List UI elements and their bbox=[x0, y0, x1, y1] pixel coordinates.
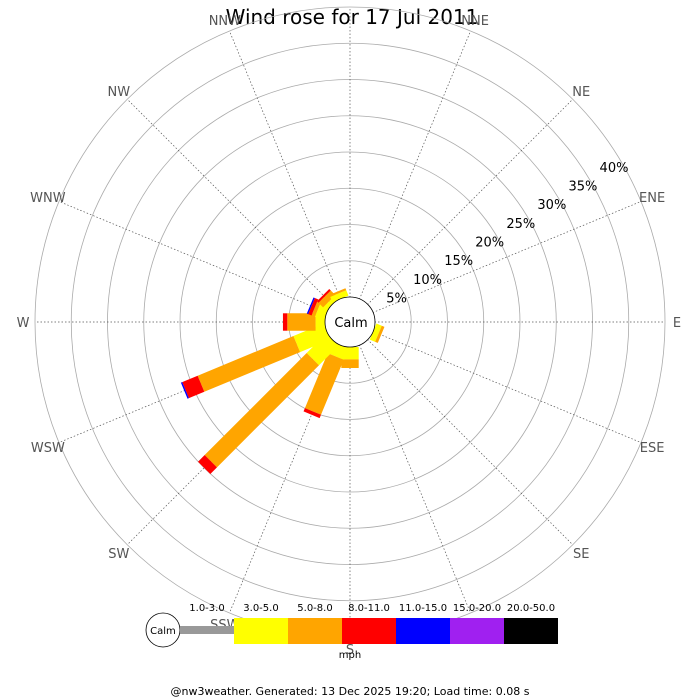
ring-label-15: 15% bbox=[444, 254, 473, 269]
ring-35 bbox=[70, 42, 630, 602]
ring-20 bbox=[179, 151, 521, 493]
legend-label-4: 11.0-15.0 bbox=[399, 603, 447, 614]
direction-label-ne: NE bbox=[572, 85, 590, 100]
direction-label-w: W bbox=[17, 316, 30, 331]
bar-ssw-bin-2 bbox=[304, 353, 344, 415]
legend-swatch-0 bbox=[180, 626, 234, 634]
ring-label-5: 5% bbox=[386, 291, 407, 306]
bar-wnw-bin-4 bbox=[306, 297, 315, 315]
direction-label-ene: ENE bbox=[639, 191, 665, 206]
bar-wnw-bin-2 bbox=[311, 299, 322, 317]
bar-ssw-bin-3 bbox=[303, 408, 321, 419]
bar-w-bin-2 bbox=[287, 313, 316, 331]
legend-calm-label: Calm bbox=[150, 626, 176, 637]
bar-ese-bin-1 bbox=[369, 323, 382, 342]
radial-tick-labels: 5% 10%15%20%25%30%35%40% bbox=[386, 161, 628, 307]
spoke-ene bbox=[349, 201, 642, 323]
legend-label-0: 1.0-3.0 bbox=[189, 603, 224, 614]
direction-label-sw: SW bbox=[108, 547, 129, 562]
direction-label-se: SE bbox=[573, 547, 589, 562]
ring-label-40: 40% bbox=[600, 161, 629, 176]
calm-label: Calm bbox=[334, 316, 367, 331]
ring-label-10: 10% bbox=[413, 273, 442, 288]
ring-label-25: 25% bbox=[506, 217, 535, 232]
direction-label-n: N bbox=[345, 0, 355, 4]
legend-label-5: 15.0-20.0 bbox=[453, 603, 501, 614]
legend-swatch-4 bbox=[396, 618, 450, 644]
direction-label-wsw: WSW bbox=[31, 441, 65, 456]
spoke-nw bbox=[127, 99, 351, 323]
spoke-sse bbox=[349, 321, 471, 614]
bar-wsw-bin-2 bbox=[197, 336, 301, 392]
bar-nnw-bin-2 bbox=[329, 288, 347, 297]
calm-circle bbox=[324, 296, 376, 348]
spoke-se bbox=[349, 321, 573, 545]
ring-label-20: 20% bbox=[475, 235, 504, 250]
direction-label-nw: NW bbox=[107, 85, 130, 100]
bar-w-bin-3 bbox=[282, 313, 288, 331]
spoke-wnw bbox=[58, 201, 351, 323]
bar-nw-bin-3 bbox=[316, 288, 331, 303]
bar-s-bin-2 bbox=[341, 359, 359, 369]
direction-label-nne: NNE bbox=[461, 14, 489, 29]
bar-wsw-bin-4 bbox=[180, 382, 189, 399]
legend-unit-label: mph bbox=[339, 650, 361, 661]
bar-sw-bin-2 bbox=[204, 353, 319, 468]
spoke-ese bbox=[349, 321, 642, 443]
footer-text: @nw3weather. Generated: 13 Dec 2025 19:2… bbox=[171, 685, 530, 698]
legend-label-6: 20.0-50.0 bbox=[507, 603, 555, 614]
speed-legend: Calm 1.0-3.0 3.0-5.0 5.0-8.0 8.0-11.0 11.0-1… bbox=[145, 603, 558, 661]
legend-swatch-6 bbox=[504, 618, 558, 644]
radial-rings bbox=[34, 6, 666, 638]
spoke-nnw bbox=[229, 30, 351, 323]
legend-swatch-3 bbox=[342, 618, 396, 644]
direction-label-s: S bbox=[346, 643, 354, 658]
legend-label-1: 3.0-5.0 bbox=[243, 603, 278, 614]
direction-label-nnw: NNW bbox=[209, 14, 241, 29]
direction-label-wnw: WNW bbox=[30, 191, 66, 206]
direction-label-ese: ESE bbox=[640, 441, 665, 456]
ring-25 bbox=[143, 115, 557, 529]
legend-swatch-2 bbox=[288, 618, 342, 644]
ring-label-35: 35% bbox=[568, 179, 597, 194]
bar-wnw-bin-3 bbox=[308, 298, 319, 316]
legend-swatch-1 bbox=[234, 618, 288, 644]
ring-label-30: 30% bbox=[537, 198, 566, 213]
legend-label-2: 5.0-8.0 bbox=[297, 603, 332, 614]
spoke-nne bbox=[349, 30, 471, 323]
legend-label-3: 8.0-11.0 bbox=[348, 603, 390, 614]
bar-wsw-bin-3 bbox=[182, 375, 205, 399]
ring-10 bbox=[252, 224, 448, 420]
spoke-ne bbox=[349, 99, 573, 323]
bar-sw-bin-1 bbox=[306, 333, 339, 366]
bar-ese-bin-2 bbox=[375, 325, 385, 343]
direction-label-e: E bbox=[673, 316, 681, 331]
calm-center: Calm bbox=[324, 296, 376, 348]
bar-nnw-bin-1 bbox=[330, 290, 349, 303]
wind-bars bbox=[180, 288, 385, 474]
bar-sw-bin-3 bbox=[198, 455, 217, 474]
chart-title: Wind rose for 17 Jul 2011 bbox=[226, 5, 479, 29]
legend-swatch-5 bbox=[450, 618, 504, 644]
direction-spokes bbox=[35, 7, 665, 637]
